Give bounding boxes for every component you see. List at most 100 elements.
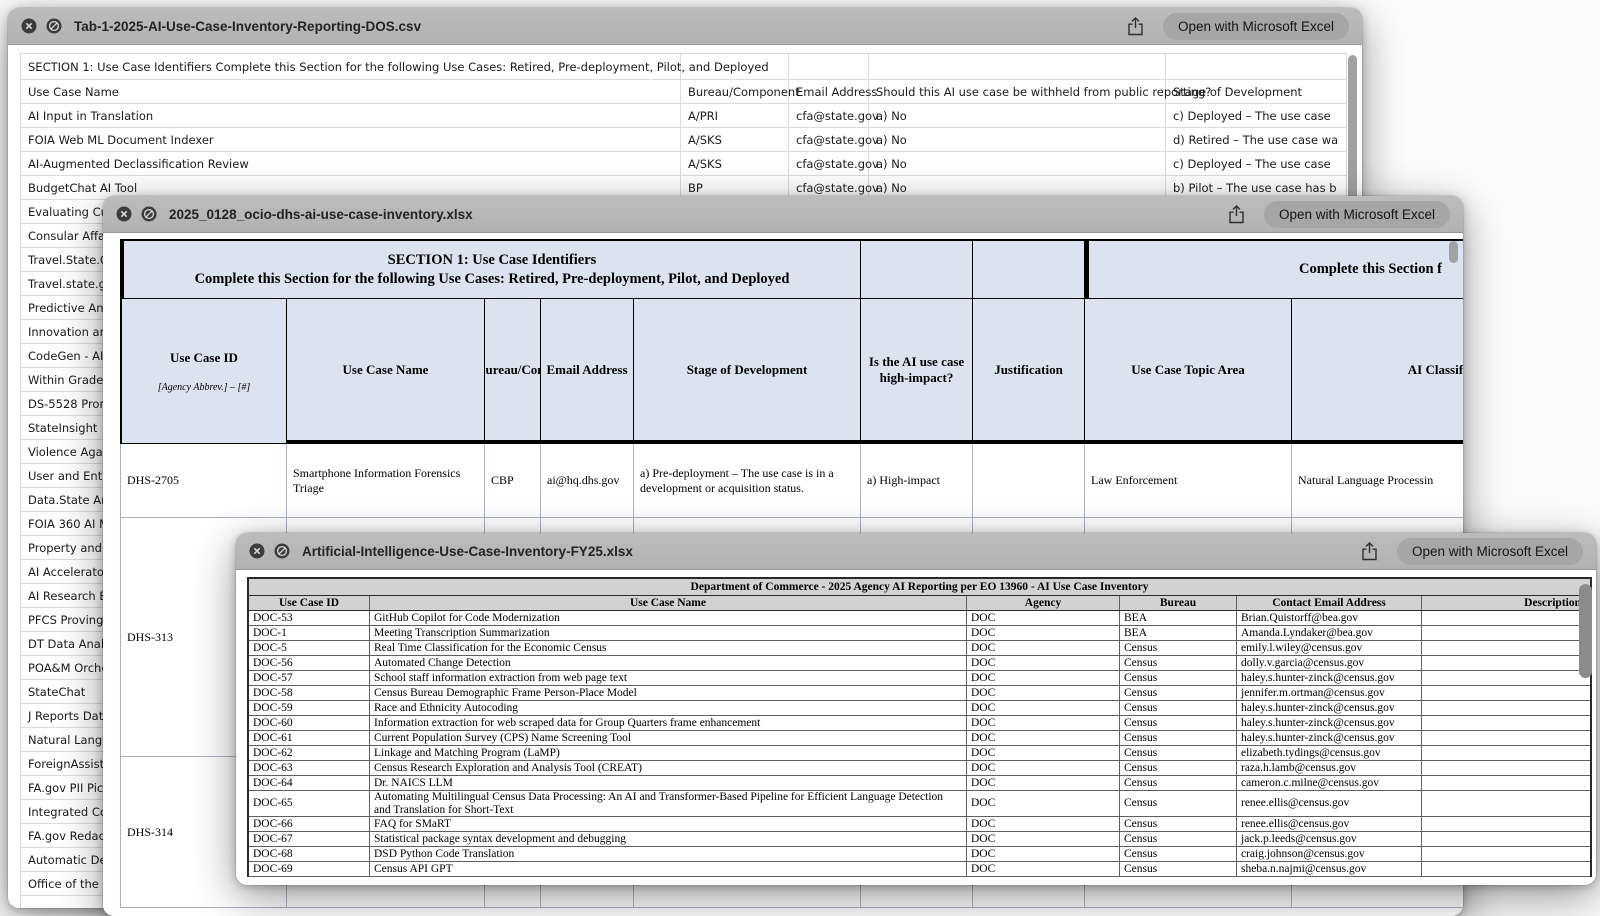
- share-icon[interactable]: [1361, 541, 1378, 561]
- table-row: DOC-60 Information extraction for web scr…: [249, 716, 1590, 731]
- blocked-icon[interactable]: [46, 18, 62, 34]
- cell-topic: Law Enforcement: [1085, 444, 1292, 518]
- cell-use-case-name: Meeting Transcription Summarization: [370, 626, 967, 640]
- blocked-icon[interactable]: [141, 206, 157, 222]
- open-with-excel-button[interactable]: Open with Microsoft Excel: [1263, 200, 1450, 228]
- cell-use-case-id: DOC-69: [249, 862, 370, 876]
- share-icon[interactable]: [1127, 16, 1144, 36]
- open-with-excel-button[interactable]: Open with Microsoft Excel: [1396, 537, 1583, 565]
- cell-email: cfa@state.gov: [789, 152, 879, 175]
- excel-header-row: Use Case ID [Agency Abbrev.] – [#] Use C…: [120, 299, 1463, 444]
- table-row: DOC-61 Current Population Survey (CPS) Na…: [249, 731, 1590, 746]
- cell-description: [1422, 686, 1586, 700]
- cell-description: [1422, 832, 1586, 846]
- cell-use-case-id: DOC-68: [249, 847, 370, 861]
- cell-classification: Natural Language Processin: [1292, 444, 1463, 518]
- close-icon[interactable]: [21, 18, 37, 34]
- cell-contact-email: cameron.c.milne@census.gov: [1237, 776, 1422, 790]
- col-bureau-component: Bureau/Component: [681, 80, 800, 103]
- cell-withheld: a) No: [869, 152, 1166, 175]
- table-row: DOC-66 FAQ for SMaRT DOC Census renee.ellis@…: [249, 817, 1590, 832]
- section-empty-cell: [973, 241, 1085, 299]
- cell-contact-email: haley.s.hunter-zinck@census.gov: [1237, 716, 1422, 730]
- window-title: 2025_0128_ocio-dhs-ai-use-case-inventory…: [169, 206, 473, 222]
- table-row: DOC-59 Race and Ethnicity Autocoding DOC Ce…: [249, 701, 1590, 716]
- cell-bureau: Census: [1120, 847, 1237, 861]
- table-row: DOC-58 Census Bureau Demographic Frame Pe…: [249, 686, 1590, 701]
- table-row: DOC-53 GitHub Copilot for Code Modernizat…: [249, 611, 1590, 626]
- cell-agency: DOC: [967, 847, 1120, 861]
- cell-description: [1422, 611, 1586, 625]
- cell-bureau: Census: [1120, 731, 1237, 745]
- cell-description: [1422, 716, 1586, 730]
- close-icon[interactable]: [116, 206, 132, 222]
- cell-bureau: Census: [1120, 776, 1237, 790]
- cell-use-case-id: DOC-64: [249, 776, 370, 790]
- cell-agency: DOC: [967, 701, 1120, 715]
- col-use-case-id: Use Case ID: [249, 596, 370, 610]
- table-title: Department of Commerce - 2025 Agency AI …: [249, 579, 1590, 596]
- cell-contact-email: haley.s.hunter-zinck@census.gov: [1237, 671, 1422, 685]
- cell-bureau: Census: [1120, 716, 1237, 730]
- cell-use-case-id: DOC-5: [249, 641, 370, 655]
- table-row: DOC-62 Linkage and Matching Program (LaMP…: [249, 746, 1590, 761]
- table-row: AI-Augmented Declassification Review A/SK…: [21, 152, 1346, 176]
- cell-description: [1422, 862, 1586, 876]
- cell-stage: c) Deployed – The use case: [1173, 156, 1331, 171]
- cell-use-case-name: Census Research Exploration and Analysis…: [370, 761, 967, 775]
- cell-email: cfa@state.gov: [789, 176, 879, 199]
- col-withheld: Should this AI use case be withheld from…: [869, 80, 1211, 103]
- cell-description: [1422, 626, 1586, 640]
- window-doc-xlsx: Artificial-Intelligence-Use-Case-Invento…: [236, 533, 1596, 885]
- cell-contact-email: elizabeth.tydings@census.gov: [1237, 746, 1422, 760]
- cell-description: [1422, 701, 1586, 715]
- cell-contact-email: sheba.n.najmi@census.gov: [1237, 862, 1422, 876]
- vertical-scrollbar[interactable]: [1449, 241, 1458, 263]
- cell-use-case-name: AI Input in Translation: [21, 104, 681, 127]
- cell-withheld: a) No: [869, 104, 1166, 127]
- col-stage: Stage of Development: [1173, 84, 1303, 99]
- cell-use-case-id: DOC-60: [249, 716, 370, 730]
- titlebar-doc-xlsx[interactable]: Artificial-Intelligence-Use-Case-Invento…: [236, 533, 1596, 570]
- col-bureau: Bureau/Com: [485, 299, 541, 444]
- cell-stage: b) Pilot – The use case has b: [1173, 180, 1337, 195]
- table-row: DOC-65 Automating Multilingual Census Dat…: [249, 791, 1590, 817]
- cell-use-case-id: DOC-62: [249, 746, 370, 760]
- window-title: Artificial-Intelligence-Use-Case-Invento…: [302, 543, 633, 559]
- blocked-icon[interactable]: [274, 543, 290, 559]
- cell-use-case-id: DOC-66: [249, 817, 370, 831]
- col-contact-email: Contact Email Address: [1237, 596, 1422, 610]
- cell-stage: a) Pre-deployment – The use case is in a…: [634, 444, 861, 518]
- cell-description: [1422, 731, 1586, 745]
- table-row: DOC-68 DSD Python Code Translation DOC Cens…: [249, 847, 1590, 862]
- cell-contact-email: dolly.v.garcia@census.gov: [1237, 656, 1422, 670]
- cell-bureau: Census: [1120, 701, 1237, 715]
- share-icon[interactable]: [1228, 204, 1245, 224]
- cell-agency: DOC: [967, 626, 1120, 640]
- use-case-id-note: [Agency Abbrev.] – [#]: [157, 381, 251, 393]
- open-with-excel-button[interactable]: Open with Microsoft Excel: [1162, 12, 1349, 40]
- cell-email: cfa@state.gov: [789, 104, 879, 127]
- cell-use-case-name: Race and Ethnicity Autocoding: [370, 701, 967, 715]
- cell-agency: DOC: [967, 656, 1120, 670]
- cell-contact-email: raza.h.lamb@census.gov: [1237, 761, 1422, 775]
- cell-agency: DOC: [967, 776, 1120, 790]
- cell-use-case-name: FOIA Web ML Document Indexer: [21, 128, 681, 151]
- doc-inventory-table: Department of Commerce - 2025 Agency AI …: [247, 577, 1592, 877]
- cell-bureau: BEA: [1120, 626, 1237, 640]
- cell-use-case-name: Census API GPT: [370, 862, 967, 876]
- table-row: DOC-56 Automated Change Detection DOC Censu…: [249, 656, 1590, 671]
- cell-contact-email: haley.s.hunter-zinck@census.gov: [1237, 701, 1422, 715]
- table-data-rows: DOC-53 GitHub Copilot for Code Modernizat…: [249, 611, 1590, 877]
- close-icon[interactable]: [249, 543, 265, 559]
- cell-description: [1422, 791, 1586, 816]
- cell-bureau: Census: [1120, 746, 1237, 760]
- titlebar-dos-csv[interactable]: Tab-1-2025-AI-Use-Case-Inventory-Reporti…: [8, 8, 1362, 45]
- cell-use-case-name: DSD Python Code Translation: [370, 847, 967, 861]
- col-use-case-name: Use Case Name: [370, 596, 967, 610]
- cell-use-case-id: DOC-61: [249, 731, 370, 745]
- vertical-scrollbar[interactable]: [1579, 584, 1592, 678]
- cell-use-case-id: DOC-59: [249, 701, 370, 715]
- col-description: Description: [1524, 596, 1581, 609]
- titlebar-dhs-xlsx[interactable]: 2025_0128_ocio-dhs-ai-use-case-inventory…: [103, 196, 1463, 233]
